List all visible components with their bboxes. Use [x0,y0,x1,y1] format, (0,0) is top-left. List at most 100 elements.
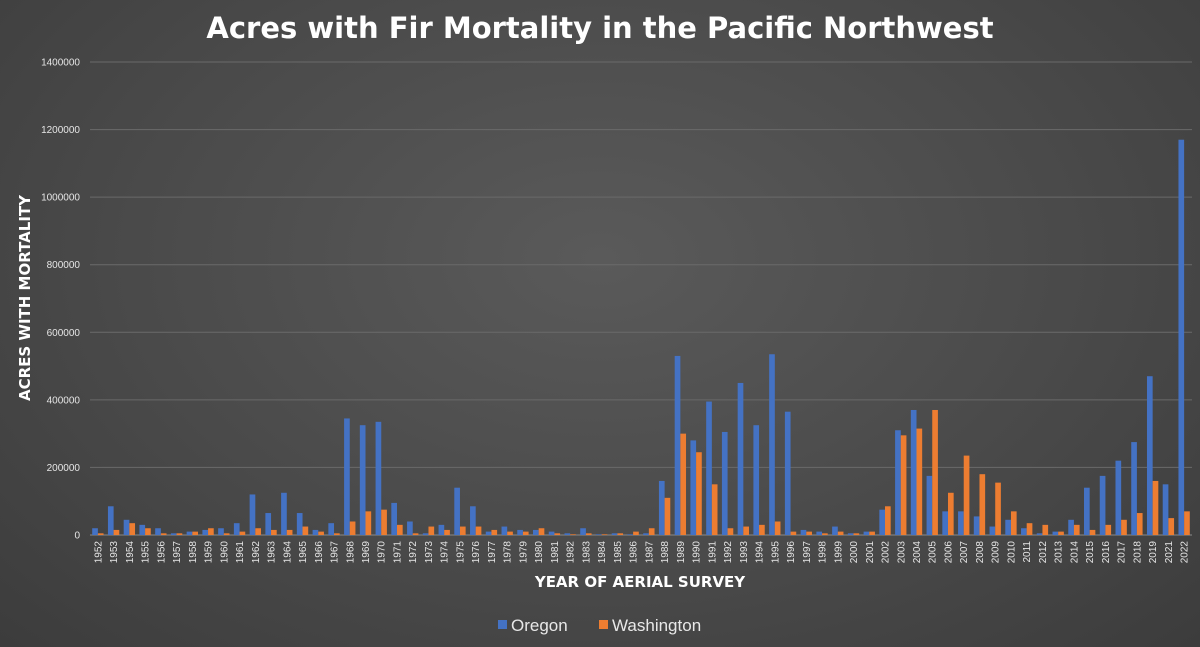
bar-oregon-1993 [737,382,744,535]
legend-label-washington: Washington [612,616,701,635]
bar-oregon-1953 [107,506,114,535]
bar-oregon-1986 [627,534,634,535]
x-tick-label: 1977 [487,541,498,564]
x-tick-label: 1962 [251,541,262,564]
bar-oregon-1995 [769,354,775,535]
x-tick-label: 1982 [566,541,577,564]
bar-washington-2010 [1010,511,1017,535]
x-tick-label: 2019 [1148,541,1159,564]
bar-washington-1952 [97,533,104,535]
bar-washington-1976 [475,526,482,535]
bar-oregon-2001 [863,531,870,535]
bar-oregon-1981 [548,531,555,535]
gridlines [90,61,1192,536]
bar-oregon-2012 [1036,533,1043,535]
bar-washington-1997 [806,531,812,535]
x-tick-label: 1986 [629,541,640,564]
bar-washington-2021 [1168,518,1175,535]
x-tick-label: 1964 [282,541,293,564]
y-axis-ticks: 0 200000 400000 600000 800000 1000000 1200000 1… [41,58,80,542]
y-tick-label: 200000 [47,463,81,474]
bar-oregon-2011 [1021,528,1027,535]
y-tick-label: 1200000 [41,125,80,136]
x-tick-label: 1979 [518,541,529,564]
bar-washington-1978 [507,531,513,535]
bar-oregon-1974 [438,524,445,535]
x-tick-label: 1985 [613,541,624,564]
bar-washington-1972 [412,533,419,535]
bar-washington-1968 [349,521,356,535]
bar-washington-1981 [554,533,561,535]
bar-washington-2005 [932,409,938,535]
x-tick-label: 1997 [802,541,813,564]
x-tick-label: 2015 [1085,541,1096,564]
x-tick-label: 1954 [125,541,136,564]
bar-washington-1992 [727,528,734,535]
x-tick-label: 1963 [267,541,278,564]
y-tick-label: 400000 [47,395,81,406]
x-tick-label: 2018 [1132,541,1143,564]
bar-oregon-1968 [344,418,350,535]
x-tick-label: 2022 [1180,541,1191,564]
bar-oregon-1998 [816,531,823,535]
bar-oregon-2015 [1084,487,1090,535]
bar-washington-1962 [255,528,261,535]
bar-oregon-1985 [611,533,618,535]
bar-oregon-1970 [375,421,382,535]
x-tick-label: 1956 [156,541,167,564]
x-tick-label: 1989 [676,541,687,564]
bar-washington-1957 [176,533,183,535]
bar-oregon-1997 [800,529,807,535]
x-tick-label: 1993 [739,541,750,564]
bar-washington-1956 [160,533,167,535]
bar-washington-1977 [491,529,498,535]
bars [92,139,1190,536]
bar-washington-2017 [1121,519,1127,535]
bar-oregon-1989 [674,355,681,535]
x-tick-label: 1970 [377,541,388,564]
x-tick-label: 1996 [786,541,797,564]
x-tick-label: 2009 [991,541,1002,564]
bar-washington-2018 [1136,513,1143,535]
bar-oregon-1996 [784,411,791,535]
x-tick-label: 1968 [345,541,356,564]
bar-washington-1999 [837,531,844,535]
bar-oregon-2013 [1052,531,1059,535]
bar-oregon-1992 [721,431,728,535]
x-tick-label: 1999 [833,541,844,564]
bar-oregon-1955 [139,524,146,535]
x-tick-label: 2008 [975,541,986,564]
bar-washington-2019 [1152,480,1159,535]
x-tick-label: 1995 [770,541,781,564]
bar-oregon-1966 [312,529,319,535]
bar-washington-1982 [570,534,576,535]
bar-oregon-2003 [895,430,901,535]
x-tick-label: 1967 [330,541,341,564]
bar-oregon-1982 [564,533,571,535]
bar-washington-2002 [885,506,891,535]
bar-oregon-2019 [1146,376,1153,535]
y-tick-label: 1400000 [41,58,80,69]
x-tick-label: 2002 [881,541,892,564]
x-tick-label: 2021 [1164,541,1175,564]
bar-oregon-2014 [1068,519,1074,535]
bar-oregon-1960 [218,528,224,535]
bar-oregon-2004 [910,409,917,535]
bar-oregon-1971 [391,502,397,535]
x-tick-label: 1998 [818,541,829,564]
bar-washington-1954 [129,523,136,535]
x-tick-label: 2001 [865,541,876,564]
x-tick-label: 2000 [849,541,860,564]
y-tick-label: 800000 [47,260,81,271]
bar-oregon-1977 [485,531,492,535]
x-tick-label: 1984 [597,541,608,564]
bar-washington-1990 [696,452,702,535]
bar-washington-2013 [1058,531,1064,535]
bar-washington-1958 [192,531,198,535]
bar-washington-1980 [538,528,545,535]
bar-washington-1986 [633,531,639,535]
bar-oregon-2021 [1162,484,1169,535]
bar-oregon-1979 [517,529,523,535]
